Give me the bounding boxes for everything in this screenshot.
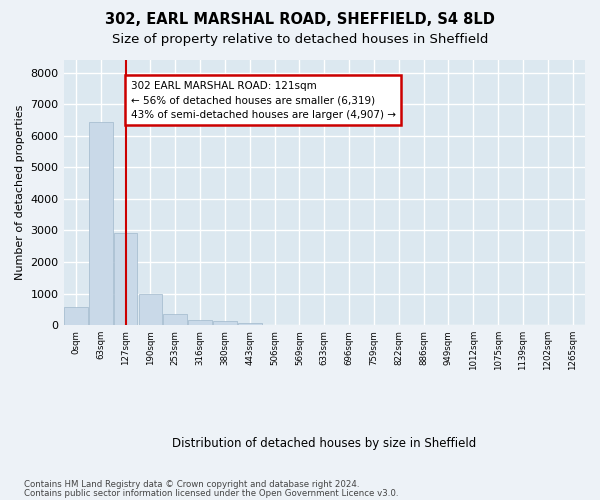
Bar [64, 307, 88, 325]
Text: Size of property relative to detached houses in Sheffield: Size of property relative to detached ho… [112, 32, 488, 46]
Bar [163, 314, 187, 325]
Bar [114, 233, 137, 325]
Text: 302, EARL MARSHAL ROAD, SHEFFIELD, S4 8LD: 302, EARL MARSHAL ROAD, SHEFFIELD, S4 8L… [105, 12, 495, 28]
Bar [238, 322, 262, 325]
Bar [139, 294, 162, 325]
X-axis label: Distribution of detached houses by size in Sheffield: Distribution of detached houses by size … [172, 437, 476, 450]
Text: Contains HM Land Registry data © Crown copyright and database right 2024.: Contains HM Land Registry data © Crown c… [24, 480, 359, 489]
Bar [89, 122, 113, 325]
Y-axis label: Number of detached properties: Number of detached properties [15, 105, 25, 280]
Bar [188, 320, 212, 325]
Bar [213, 322, 237, 325]
Text: Contains public sector information licensed under the Open Government Licence v3: Contains public sector information licen… [24, 489, 398, 498]
Text: 302 EARL MARSHAL ROAD: 121sqm
← 56% of detached houses are smaller (6,319)
43% o: 302 EARL MARSHAL ROAD: 121sqm ← 56% of d… [131, 80, 395, 120]
